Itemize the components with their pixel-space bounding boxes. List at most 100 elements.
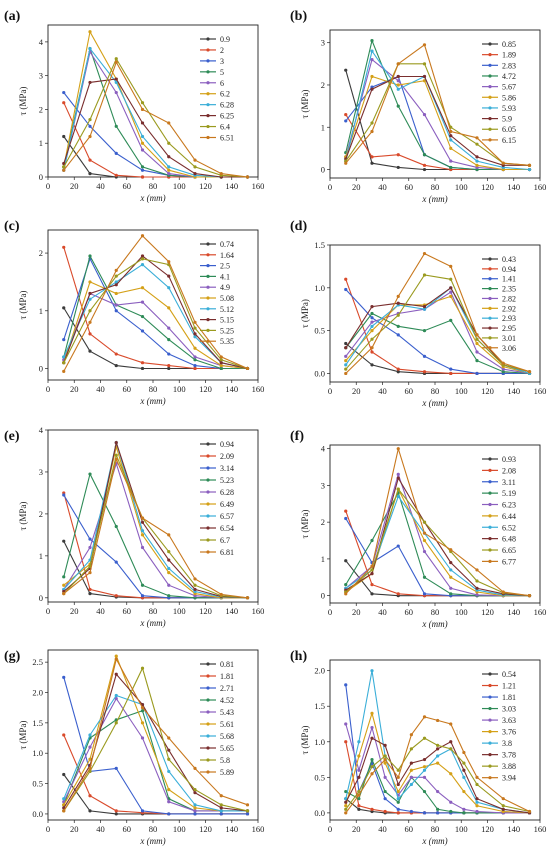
series-6.77	[344, 446, 532, 598]
series-line	[63, 281, 248, 370]
series-line	[63, 292, 248, 370]
series-line	[63, 57, 248, 178]
data-point	[114, 90, 118, 95]
data-point	[114, 291, 118, 296]
x-tick-label: 120	[199, 181, 212, 191]
data-point	[357, 768, 361, 772]
legend-marker	[206, 242, 210, 246]
y-tick-label: 2	[321, 517, 325, 527]
data-point	[167, 172, 171, 176]
x-tick-label: 120	[199, 606, 212, 616]
y-tick-label: 0.0	[32, 809, 43, 819]
x-tick-label: 60	[405, 182, 414, 192]
series-line	[345, 446, 530, 597]
data-point	[370, 87, 374, 91]
x-tick-label: 120	[481, 824, 494, 834]
data-point	[475, 136, 479, 140]
data-point	[88, 733, 92, 737]
x-tick-label: 20	[70, 384, 79, 394]
legend-marker	[206, 526, 210, 530]
data-point	[436, 789, 440, 794]
legend-marker	[206, 454, 210, 458]
data-point	[88, 158, 92, 162]
legend-marker	[488, 672, 492, 676]
data-point	[422, 768, 427, 772]
series-line	[63, 60, 248, 178]
data-point	[422, 531, 427, 535]
data-point	[114, 453, 118, 457]
data-point	[245, 175, 250, 179]
data-point	[370, 346, 374, 350]
data-point	[396, 153, 400, 157]
series-line	[63, 677, 248, 815]
data-point	[422, 307, 427, 311]
x-tick-label: 140	[225, 824, 238, 834]
series-line	[63, 444, 248, 599]
series-line	[345, 312, 530, 374]
legend-label: 6.51	[220, 133, 234, 142]
y-tick-label: 4	[39, 425, 44, 435]
legend-label: 1.81	[502, 693, 516, 702]
data-point	[370, 538, 374, 543]
data-point	[344, 804, 348, 808]
data-point	[114, 657, 118, 661]
data-point	[140, 529, 145, 533]
data-point	[501, 590, 505, 594]
data-point	[370, 711, 374, 715]
legend-marker	[206, 758, 210, 762]
legend-marker	[206, 59, 210, 63]
legend-marker	[488, 502, 492, 507]
data-point	[370, 725, 374, 730]
series-6.15	[344, 43, 532, 167]
legend-label: 2.92	[502, 304, 516, 313]
x-tick-label: 140	[225, 181, 238, 191]
chart-panel-7: (g) 0 20 40 60 80 100 120 140 160 0.0 0.5 1.0 1.5 2.0 2…	[4, 649, 264, 846]
data-point	[396, 592, 400, 596]
series-5.89	[62, 657, 250, 813]
legend-marker	[206, 514, 210, 518]
data-point	[436, 718, 440, 723]
data-point	[114, 809, 118, 813]
data-point	[409, 747, 413, 751]
x-tick-label: 20	[70, 181, 79, 191]
y-tick-label: 3	[39, 71, 43, 81]
data-point	[167, 558, 171, 562]
x-tick-label: 0	[46, 606, 50, 616]
data-point	[436, 743, 440, 747]
data-point	[475, 568, 479, 572]
y-tick-label: 4	[39, 37, 44, 47]
data-point	[193, 366, 197, 371]
x-tick-label: 160	[252, 824, 265, 834]
legend-marker	[206, 478, 210, 482]
legend-marker	[206, 81, 210, 85]
legend-marker	[488, 753, 492, 757]
x-tick-label: 160	[534, 607, 547, 617]
data-point	[167, 306, 171, 310]
x-tick-label: 0	[46, 824, 50, 834]
data-point	[475, 593, 479, 597]
y-axis-label: τ (MPa)	[300, 90, 310, 119]
x-tick-label: 160	[534, 182, 547, 192]
data-point	[62, 338, 66, 342]
data-point	[140, 520, 145, 524]
series-line	[63, 255, 248, 370]
data-point	[527, 809, 532, 814]
x-axis-label: x (mm)	[139, 618, 165, 628]
x-tick-label: 140	[507, 182, 520, 192]
data-point	[114, 696, 118, 701]
x-tick-label: 160	[252, 181, 265, 191]
data-point	[219, 361, 223, 365]
data-point	[422, 74, 427, 79]
data-point	[88, 332, 92, 336]
data-point	[88, 587, 92, 592]
data-point	[167, 121, 171, 125]
data-point	[396, 313, 400, 317]
data-point	[344, 683, 348, 687]
data-point	[370, 316, 374, 320]
data-point	[449, 367, 453, 371]
data-point	[140, 533, 145, 537]
x-tick-label: 40	[378, 824, 387, 834]
y-tick-label: 2.0	[314, 666, 325, 676]
